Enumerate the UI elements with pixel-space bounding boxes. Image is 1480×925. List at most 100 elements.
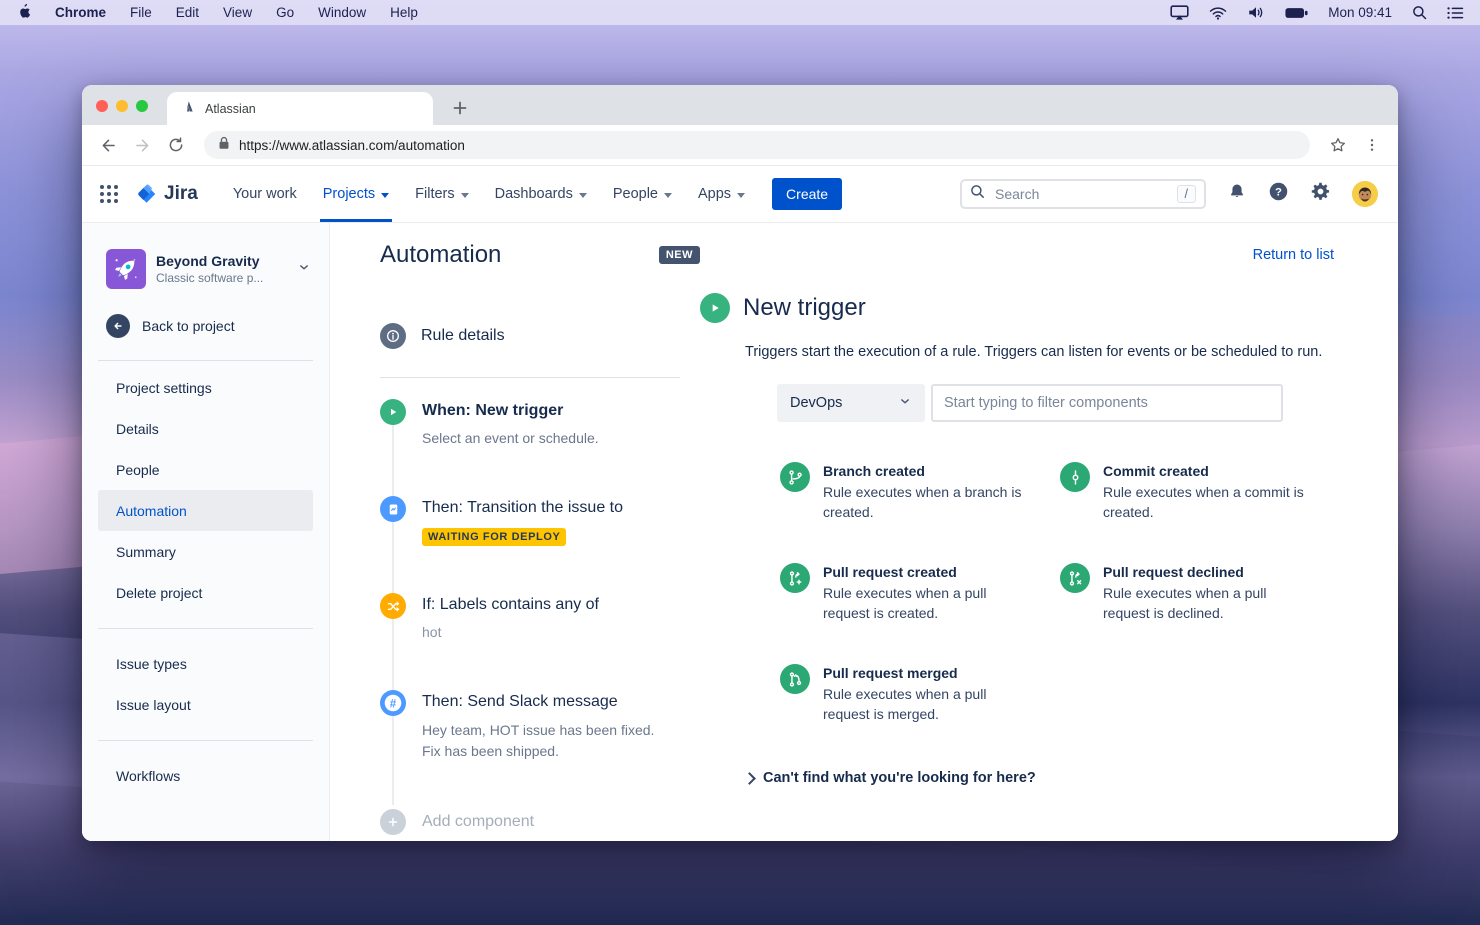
sidebar-item-workflows[interactable]: Workflows xyxy=(116,767,181,784)
shuffle-icon xyxy=(380,593,406,619)
sidebar-item-summary[interactable]: Summary xyxy=(116,543,176,560)
wifi-icon[interactable] xyxy=(1209,6,1227,20)
search-input[interactable] xyxy=(993,185,1169,203)
minimize-window-button[interactable] xyxy=(116,100,128,112)
chevron-down-icon xyxy=(460,192,469,198)
cant-find-expander[interactable]: Can't find what you're looking for here? xyxy=(743,770,1334,786)
rule-details-item[interactable]: Rule details xyxy=(380,323,700,349)
menubar-item-help[interactable]: Help xyxy=(390,5,418,20)
status-badge: WAITING FOR DEPLOY xyxy=(422,528,567,546)
project-name: Beyond Gravity xyxy=(156,252,260,269)
settings-gear-icon[interactable] xyxy=(1310,181,1331,207)
step-then-slack[interactable]: # Then: Send Slack message Hey team, HOT… xyxy=(380,690,700,762)
sidebar-item-details[interactable]: Details xyxy=(116,420,159,437)
new-trigger-panel: New trigger Triggers start the execution… xyxy=(700,269,1334,835)
trigger-panel-title: New trigger xyxy=(743,294,866,321)
step-then-transition[interactable]: Then: Transition the issue to WAITING FO… xyxy=(380,496,700,546)
jira-logo[interactable]: Jira xyxy=(136,183,198,205)
sidebar-item-project-settings[interactable]: Project settings xyxy=(116,379,212,396)
jira-nav-items: Your work Projects Filters Dashboards Pe… xyxy=(220,166,758,222)
project-switcher[interactable]: Beyond Gravity Classic software p... xyxy=(82,249,329,289)
sidebar-item-people[interactable]: People xyxy=(116,461,160,478)
close-window-button[interactable] xyxy=(96,100,108,112)
step-if-labels[interactable]: If: Labels contains any of hot xyxy=(380,593,700,643)
trigger-commit-created[interactable]: Commit created Rule executes when a comm… xyxy=(1060,462,1340,522)
sidebar-item-automation[interactable]: Automation xyxy=(98,490,313,531)
project-type: Classic software p... xyxy=(156,270,264,285)
notifications-bell-icon[interactable] xyxy=(1227,182,1247,207)
git-commit-icon xyxy=(1060,462,1090,492)
tab-title: Atlassian xyxy=(205,101,256,116)
apple-icon[interactable] xyxy=(16,3,31,23)
chevron-down-icon xyxy=(381,192,390,198)
list-menu-icon[interactable] xyxy=(1447,6,1464,20)
menubar-item-edit[interactable]: Edit xyxy=(175,5,200,20)
filter-components-input[interactable] xyxy=(931,384,1283,422)
trigger-pull-request-merged[interactable]: Pull request merged Rule executes when a… xyxy=(780,664,1060,724)
slack-icon: # xyxy=(380,690,406,716)
chevron-down-icon xyxy=(663,192,672,198)
volume-icon[interactable] xyxy=(1247,5,1265,20)
address-bar[interactable]: https://www.atlassian.com/automation xyxy=(204,131,1310,159)
back-to-project-button[interactable]: Back to project xyxy=(106,314,329,338)
page-title: Automation xyxy=(380,241,502,268)
return-to-list-link[interactable]: Return to list xyxy=(1252,247,1334,263)
atlassian-favicon xyxy=(181,99,196,119)
tab-strip: Atlassian xyxy=(82,85,1398,125)
sidebar-item-issue-types[interactable]: Issue types xyxy=(116,655,187,672)
bookmark-star-icon[interactable] xyxy=(1326,133,1350,157)
app-switcher-icon[interactable] xyxy=(100,185,118,203)
menubar-app-name[interactable]: Chrome xyxy=(55,5,107,20)
browser-window: Atlassian https://www.atlassian.com/auto… xyxy=(82,85,1398,841)
menubar-item-go[interactable]: Go xyxy=(276,5,295,20)
nav-item-your-work[interactable]: Your work xyxy=(232,186,297,202)
search-shortcut-badge: / xyxy=(1176,185,1196,203)
trigger-pull-request-declined[interactable]: Pull request declined Rule executes when… xyxy=(1060,563,1340,623)
trigger-branch-created[interactable]: Branch created Rule executes when a bran… xyxy=(780,462,1060,522)
jira-wordmark: Jira xyxy=(164,183,198,204)
back-arrow-icon xyxy=(106,314,130,338)
nav-item-dashboards[interactable]: Dashboards xyxy=(482,166,600,222)
chevron-down-icon xyxy=(578,192,587,198)
menubar-item-window[interactable]: Window xyxy=(318,5,367,20)
global-search[interactable]: / xyxy=(960,179,1206,209)
sidebar-item-issue-layout[interactable]: Issue layout xyxy=(116,696,191,713)
search-icon xyxy=(970,184,985,204)
zoom-window-button[interactable] xyxy=(136,100,148,112)
project-avatar-rocket-icon xyxy=(106,249,146,289)
back-button[interactable] xyxy=(96,133,120,157)
help-icon[interactable]: ? xyxy=(1268,181,1289,207)
category-select[interactable]: DevOps xyxy=(777,384,925,422)
battery-icon xyxy=(1285,7,1308,19)
nav-item-people[interactable]: People xyxy=(600,166,685,222)
user-avatar[interactable] xyxy=(1352,181,1378,207)
sidebar-item-delete-project[interactable]: Delete project xyxy=(116,584,203,601)
trigger-options-grid: Branch created Rule executes when a bran… xyxy=(780,462,1334,724)
git-pull-request-created-icon xyxy=(780,563,810,593)
nav-item-projects[interactable]: Projects xyxy=(310,166,402,222)
spotlight-search-icon[interactable] xyxy=(1412,5,1427,20)
chevron-down-icon[interactable] xyxy=(297,260,311,279)
transition-issue-icon xyxy=(380,496,406,522)
screen-mirroring-icon[interactable] xyxy=(1170,5,1189,20)
menubar-item-view[interactable]: View xyxy=(223,5,253,20)
menubar-item-file[interactable]: File xyxy=(130,5,152,20)
project-sidebar: Beyond Gravity Classic software p... Bac… xyxy=(82,223,330,841)
nav-item-apps[interactable]: Apps xyxy=(685,166,758,222)
plus-icon xyxy=(380,809,406,835)
browser-menu-icon[interactable] xyxy=(1360,133,1384,157)
trigger-pull-request-created[interactable]: Pull request created Rule executes when … xyxy=(780,563,1060,623)
create-button[interactable]: Create xyxy=(772,178,843,210)
step-when-new-trigger[interactable]: When: New trigger Select an event or sch… xyxy=(380,399,700,449)
browser-tab[interactable]: Atlassian xyxy=(167,92,433,125)
nav-item-filters[interactable]: Filters xyxy=(402,166,481,222)
reload-button[interactable] xyxy=(164,133,188,157)
forward-button[interactable] xyxy=(130,133,154,157)
page-content: Beyond Gravity Classic software p... Bac… xyxy=(82,223,1398,841)
rule-steps-column: Rule details When: New trigger Select an xyxy=(380,269,700,835)
new-tab-button[interactable] xyxy=(453,101,467,115)
chevron-right-icon xyxy=(743,771,756,785)
add-component-button[interactable]: Add component xyxy=(380,809,700,835)
git-pull-request-declined-icon xyxy=(1060,563,1090,593)
